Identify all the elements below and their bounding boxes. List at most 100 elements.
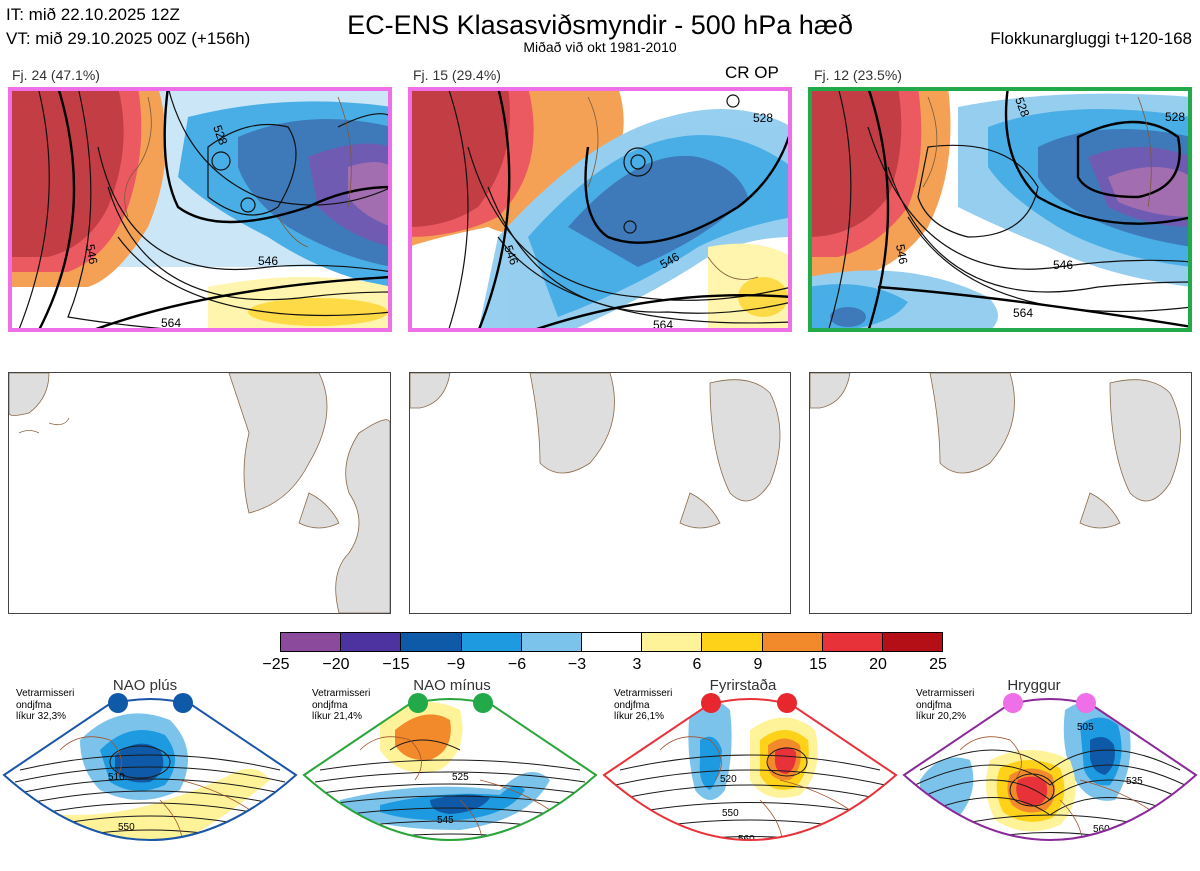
cluster-map-2-coastlines	[587, 96, 759, 280]
contour-label-528: 528	[210, 123, 230, 147]
regime-2-dot	[408, 693, 428, 713]
cluster-map-2: 528 546 546 564	[408, 87, 792, 332]
cluster-map-3-frame	[808, 87, 1192, 332]
colorbar-segment	[281, 633, 342, 651]
cluster-map-1-thick-contours	[36, 87, 392, 332]
regime-4-contour-label: 560	[1093, 824, 1110, 835]
colorbar-tick: −20	[322, 656, 350, 673]
regime-2-map: 525 545 565	[302, 693, 598, 861]
empty-map-1	[8, 372, 391, 614]
cluster-map-1: 528 546 546 564	[8, 87, 392, 332]
contour-label-528: 528	[1012, 95, 1032, 119]
empty-map-2	[409, 372, 791, 614]
cluster-map-2-anomaly-field	[408, 87, 792, 332]
contour-label-546: 546	[83, 243, 100, 265]
contour-label-528: 528	[1165, 110, 1185, 124]
classification-window: Flokkunargluggi t+120-168	[990, 29, 1192, 48]
colorbar-segment	[581, 633, 643, 651]
regime-4-contour-label: 535	[1126, 776, 1143, 787]
regime-4-map: 505 535 560	[902, 693, 1198, 841]
regime-3-contour-label: 520	[720, 774, 737, 785]
regime-3-stats: Vetrarmisseri ondjfma líkur 26,1%	[614, 688, 673, 722]
contour-label-546: 546	[893, 243, 910, 265]
regime-3-dot	[777, 693, 797, 713]
init-time: IT: mið 22.10.2025 12Z	[6, 5, 180, 24]
regime-3-dot	[701, 693, 721, 713]
colorbar-segment	[461, 633, 522, 651]
regime-4-frame	[902, 698, 1198, 841]
colorbar-segment	[762, 633, 823, 651]
regime-3-frame	[602, 698, 898, 841]
colorbar-tick: 3	[632, 656, 642, 673]
regime-1-map: 510 550	[2, 693, 298, 841]
regime-2-contour-label: 525	[452, 772, 469, 783]
cluster-2-tag: CR OP	[725, 63, 779, 82]
regime-3-contour-label: 550	[722, 808, 739, 819]
cluster-map-1-frame	[8, 87, 392, 332]
regime-2-title: NAO mínus	[413, 677, 491, 694]
colorbar-segment	[401, 633, 462, 651]
cluster-map-1-coastlines	[124, 96, 352, 248]
cluster-map-3-contour-labels: 528 528 546 546 564	[893, 95, 1185, 320]
cluster-1-label: Fj. 24 (47.1%)	[12, 67, 100, 83]
cluster-map-1-height-contours	[17, 87, 392, 332]
colorbar-tick: −25	[262, 656, 290, 673]
cluster-2-label: Fj. 15 (29.4%)	[413, 67, 501, 83]
colorbar-tick: −15	[382, 656, 410, 673]
cluster-map-2-height-contours	[447, 87, 792, 332]
regime-2-contour-label: 545	[437, 815, 454, 826]
regime-1-stats: Vetrarmisseri ondjfma líkur 32,3%	[16, 688, 75, 722]
colorbar-tick: 6	[692, 656, 702, 673]
contour-label-546: 546	[501, 243, 521, 267]
cluster-map-1-contour-labels: 528 546 546 564	[83, 123, 278, 330]
regime-4-stats: Vetrarmisseri ondjfma líkur 20,2%	[916, 688, 975, 722]
colorbar-segment	[341, 633, 402, 651]
regime-2-contour-label: 565	[447, 850, 464, 861]
regime-3-title: Fyrirstaða	[709, 677, 777, 694]
colorbar-tick: −9	[446, 656, 466, 673]
regime-1-frame	[2, 698, 298, 841]
regime-1-contour-label: 550	[118, 822, 135, 833]
regime-2-frame	[302, 698, 598, 841]
colorbar-tick: −6	[507, 656, 527, 673]
contour-label-546: 546	[1053, 258, 1073, 272]
regime-4-dot	[1076, 693, 1096, 713]
valid-time: VT: mið 29.10.2025 00Z (+156h)	[6, 29, 251, 48]
cluster-map-3-height-contours	[827, 87, 1192, 332]
colorbar-tick: −3	[567, 656, 587, 673]
contour-label-528: 528	[753, 111, 773, 125]
colorbar-segment	[521, 633, 582, 651]
colorbar-segment	[642, 633, 703, 651]
cluster-map-2-thick-contours	[476, 87, 792, 332]
regime-2-stats: Vetrarmisseri ondjfma líkur 21,4%	[312, 688, 371, 722]
colorbar-segment	[822, 633, 883, 651]
contour-label-546: 546	[258, 254, 278, 268]
regime-3-map: 520 550 560	[602, 693, 898, 845]
cluster-map-3-coastlines	[922, 96, 1152, 208]
colorbar-tick: 20	[869, 656, 887, 673]
colorbar	[280, 632, 943, 652]
colorbar-segment	[882, 633, 943, 651]
page-title: EC-ENS Klasasviðsmyndir - 500 hPa hæð	[347, 10, 853, 40]
cluster-map-3: 528 528 546 546 564	[808, 87, 1192, 332]
regime-1-dot	[173, 693, 193, 713]
colorbar-tick: 9	[753, 656, 763, 673]
regime-4-dot	[1003, 693, 1023, 713]
cluster-map-2-frame	[408, 87, 792, 332]
cluster-map-3-thick-contours	[866, 87, 1192, 332]
cluster-3-label: Fj. 12 (23.5%)	[814, 67, 902, 83]
regime-1-title: NAO plús	[112, 677, 178, 694]
regime-3-contour-label: 560	[738, 834, 755, 845]
empty-map-3	[809, 372, 1192, 614]
regime-2-dot	[473, 693, 493, 713]
regime-4-title: Hryggur	[1007, 677, 1061, 694]
page-subtitle: Miðað við okt 1981-2010	[523, 39, 677, 55]
colorbar-tick: 25	[929, 656, 947, 673]
contour-label-564: 564	[161, 316, 181, 330]
colorbar-tick: 15	[809, 656, 827, 673]
regime-4-contour-label: 505	[1077, 722, 1094, 733]
contour-label-564: 564	[1013, 306, 1033, 320]
regime-1-contour-label: 510	[108, 772, 125, 783]
colorbar-segment	[702, 633, 763, 651]
regime-1-dot	[108, 693, 128, 713]
